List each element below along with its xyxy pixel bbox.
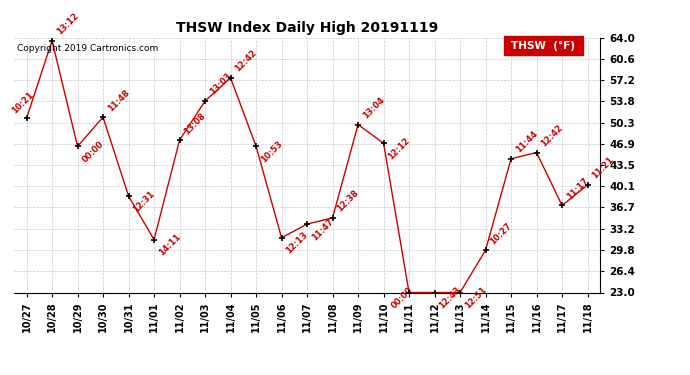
Text: THSW  (°F): THSW (°F) — [511, 41, 575, 51]
Text: 13:08: 13:08 — [182, 111, 208, 136]
Text: 10:27: 10:27 — [489, 221, 513, 246]
Text: 12:38: 12:38 — [335, 189, 360, 214]
Text: Copyright 2019 Cartronics.com: Copyright 2019 Cartronics.com — [17, 44, 158, 53]
Text: 11:44: 11:44 — [514, 129, 539, 154]
Text: 12:51: 12:51 — [463, 285, 489, 310]
Text: 12:42: 12:42 — [233, 48, 259, 74]
Text: 12:42: 12:42 — [540, 123, 564, 148]
Text: 00:00: 00:00 — [390, 285, 415, 310]
Text: 13:03: 13:03 — [208, 72, 233, 97]
Text: 11:48: 11:48 — [106, 88, 131, 113]
Text: 11:21: 11:21 — [591, 155, 615, 181]
Text: 10:53: 10:53 — [259, 139, 284, 164]
Text: 00:00: 00:00 — [80, 140, 106, 164]
Text: 10:21: 10:21 — [10, 90, 35, 116]
Text: 12:31: 12:31 — [131, 189, 157, 214]
Text: 13:04: 13:04 — [361, 95, 386, 120]
Text: 13:12: 13:12 — [55, 11, 80, 36]
Text: 12:43: 12:43 — [437, 285, 462, 310]
Text: 12:13: 12:13 — [284, 231, 310, 256]
Text: 11:17: 11:17 — [565, 176, 590, 201]
Text: 12:12: 12:12 — [386, 136, 412, 161]
Text: 14:11: 14:11 — [157, 232, 182, 258]
Text: 11:47: 11:47 — [310, 217, 335, 242]
Title: THSW Index Daily High 20191119: THSW Index Daily High 20191119 — [176, 21, 438, 35]
FancyBboxPatch shape — [504, 36, 582, 56]
